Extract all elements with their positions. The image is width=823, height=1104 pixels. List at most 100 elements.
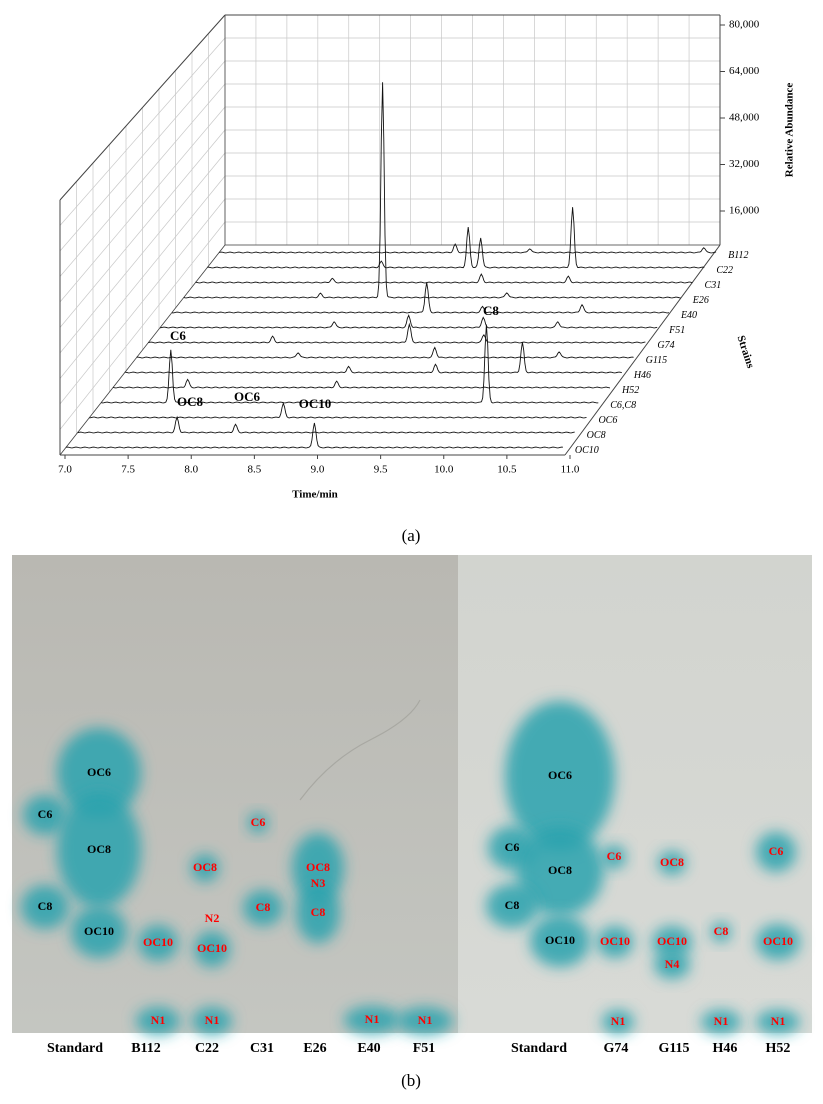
lane-label: E40: [357, 1041, 380, 1056]
tlc-spot: [23, 795, 67, 835]
grid-line: [59, 198, 226, 405]
y-tick-label: 80,000: [729, 19, 760, 31]
tlc-spot: [602, 845, 626, 869]
trace: [101, 324, 599, 404]
trace: [124, 342, 622, 374]
tlc-spot: [138, 925, 178, 961]
x-tick-label: 8.5: [248, 464, 262, 476]
strain-label: B112: [728, 250, 748, 261]
lane-label: Standard: [47, 1041, 103, 1056]
spot-label: OC10: [763, 934, 793, 948]
spot-label: OC10: [197, 941, 227, 955]
trace: [136, 346, 634, 359]
grid-line: [59, 60, 226, 252]
x-tick-label: 7.5: [121, 464, 135, 476]
trace: [195, 273, 693, 284]
spot-label: N4: [665, 957, 680, 971]
tlc-spot: [658, 851, 686, 875]
spot-label: OC8: [87, 842, 111, 856]
spot-label: N1: [611, 1014, 626, 1028]
lane-label: F51: [413, 1041, 436, 1056]
lane-label: H52: [766, 1041, 791, 1056]
tlc-spot: [756, 832, 796, 872]
tlc-spot: [296, 883, 340, 943]
spot-label: C8: [505, 898, 520, 912]
spot-label: OC8: [306, 860, 330, 874]
peak-annotation: C8: [483, 303, 499, 318]
trace: [171, 282, 670, 314]
grid-line: [59, 221, 226, 430]
x-tick-label: 9.5: [374, 464, 388, 476]
lane-label: E26: [303, 1041, 326, 1056]
axis-title: Time/min: [292, 489, 338, 501]
tlc-spot: [597, 926, 633, 958]
plate-crack: [299, 699, 421, 801]
strain-label: G74: [657, 340, 674, 351]
tlc-spot: [701, 1010, 741, 1034]
spot-label: N1: [714, 1014, 729, 1028]
tlc-spot: [344, 1006, 400, 1034]
trace: [218, 243, 717, 254]
strain-label: OC6: [598, 415, 617, 426]
spot-label: C6: [505, 840, 520, 854]
spot-label: C8: [38, 899, 53, 913]
axis-line: [564, 244, 721, 456]
spot-label: OC8: [193, 860, 217, 874]
spot-label: OC10: [600, 934, 630, 948]
spot-label: N3: [311, 876, 326, 890]
spot-label: OC10: [143, 935, 173, 949]
tlc-spot: [505, 701, 615, 851]
tlc-spot: [136, 1007, 180, 1035]
trace: [89, 401, 587, 419]
grid-line: [59, 106, 226, 303]
spot-label: OC10: [545, 933, 575, 947]
tlc-spot: [194, 931, 230, 967]
lane-label: G115: [658, 1041, 689, 1056]
x-tick-label: 11.0: [561, 464, 580, 476]
axis-line: [59, 14, 226, 201]
tlc-spot: [71, 906, 127, 958]
trace: [160, 314, 658, 329]
spot-label: OC8: [548, 863, 572, 877]
spot-label: OC6: [87, 765, 111, 779]
tlc-spot: [756, 924, 800, 960]
trace: [65, 422, 563, 449]
peak-annotation: OC6: [234, 389, 261, 404]
peak-annotation: OC10: [299, 396, 332, 411]
peak-annotation: C6: [170, 328, 186, 343]
tlc-spot: [711, 922, 731, 942]
strain-label: E26: [692, 295, 709, 306]
y-tick-label: 64,000: [729, 65, 760, 77]
strain-label: G115: [646, 355, 667, 366]
lane-label: Standard: [511, 1041, 567, 1056]
tlc-spot: [57, 728, 141, 818]
strain-label: F51: [668, 325, 685, 336]
grid-line: [59, 175, 226, 379]
tlc-spot: [57, 792, 141, 908]
y-tick-label: 16,000: [729, 205, 760, 217]
y-tick-label: 32,000: [729, 158, 760, 170]
strain-label: H46: [633, 370, 651, 381]
spot-label: OC10: [84, 924, 114, 938]
caption: (b): [401, 1071, 421, 1090]
tlc-spot: [652, 926, 692, 958]
strain-label: H52: [621, 385, 639, 396]
tlc-spot: [191, 854, 219, 882]
grid-line: [59, 129, 226, 328]
spot-label: N1: [418, 1013, 433, 1027]
trace: [112, 378, 611, 389]
x-tick-label: 10.5: [497, 464, 517, 476]
spot-label: OC10: [657, 934, 687, 948]
strain-label: OC10: [575, 445, 599, 456]
tlc-spot: [21, 885, 69, 929]
chromatogram-panel: 80,000 64,000 48,000 32,000 16,000 Relative A…: [58, 14, 796, 501]
lane-label: B112: [131, 1041, 161, 1056]
spot-label: OC8: [660, 855, 684, 869]
peak-annotation: OC8: [177, 394, 204, 409]
tlc-spot: [756, 1010, 800, 1034]
tlc-spot: [602, 1010, 634, 1034]
strain-label: E40: [680, 310, 697, 321]
strain-label: C31: [705, 280, 722, 291]
spot-label: C6: [607, 849, 622, 863]
